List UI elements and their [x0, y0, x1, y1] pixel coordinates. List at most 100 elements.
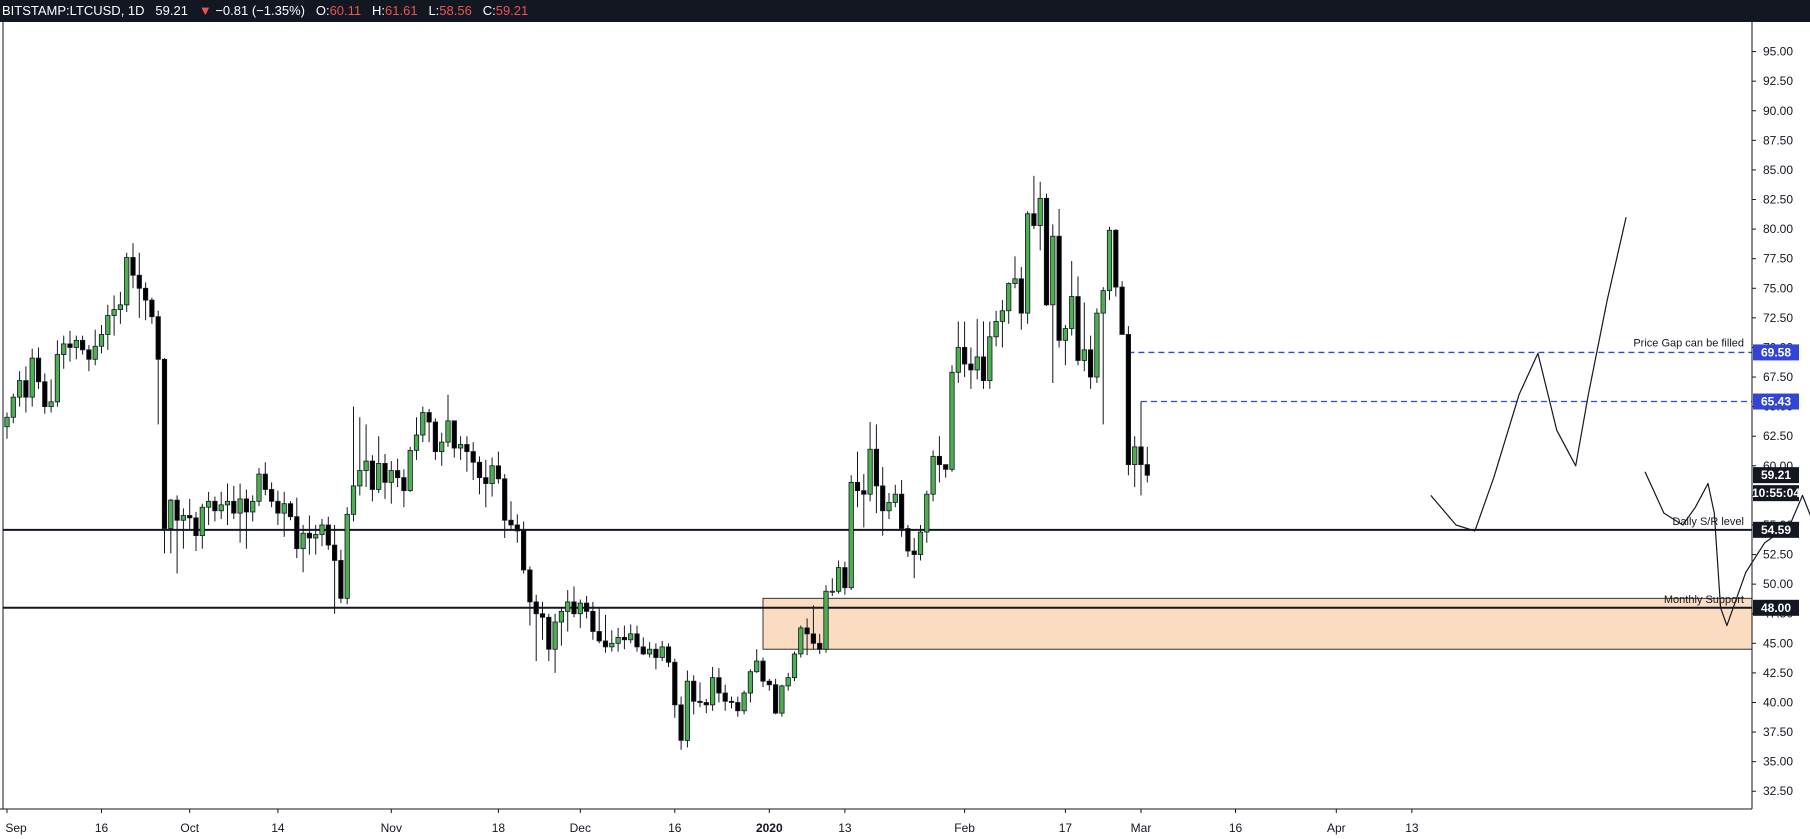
candle [98, 324, 105, 354]
candle-body [987, 336, 993, 381]
y-tick-label: 87.50 [1763, 133, 1793, 147]
candle-body [319, 524, 325, 535]
candle [142, 282, 149, 321]
candle [212, 496, 218, 522]
candle [968, 347, 974, 389]
last-price-tag-text: 59.21 [1761, 468, 1791, 482]
y-tick-label: 50.00 [1763, 577, 1793, 591]
x-tick-label: Nov [381, 821, 402, 835]
countdown-tag-text: 10:55:04 [1752, 486, 1800, 500]
candle-body [357, 470, 363, 487]
candle [1144, 446, 1150, 483]
candle [1037, 181, 1043, 251]
close-value: 59.21 [495, 3, 529, 18]
candle [1075, 276, 1081, 366]
candle-body [949, 371, 955, 470]
candle-body [382, 463, 388, 483]
candle [338, 549, 344, 604]
candle-body [1050, 235, 1056, 306]
x-tick-label: 14 [271, 821, 285, 835]
candle [313, 524, 319, 555]
candle [350, 406, 357, 522]
candle [1062, 324, 1068, 366]
candle-body [684, 680, 691, 741]
candle-body [502, 478, 508, 521]
candle-body [703, 702, 709, 706]
candle [508, 501, 514, 531]
candle-body [86, 349, 92, 360]
symbol-label[interactable]: BITSTAMP:LTCUSD, 1D [2, 3, 145, 18]
candle [678, 696, 684, 750]
candle-body [602, 640, 609, 648]
candle [23, 366, 29, 413]
candle [634, 625, 640, 652]
candle [376, 436, 382, 494]
axis-layer: 95.00 92.50 90.00 87.50 85.00 82.50 80.00 77.50… [0, 22, 1793, 835]
candle [168, 498, 174, 554]
candle-body [149, 299, 155, 318]
candle [224, 483, 231, 525]
projection-layer [1430, 217, 1810, 627]
candle [829, 578, 835, 596]
candle-body [880, 485, 886, 512]
candle [470, 442, 476, 480]
gap-price-tag: 69.58 [1753, 344, 1799, 361]
candle [275, 490, 281, 525]
candle [590, 601, 596, 640]
candle [924, 490, 930, 543]
y-tick-label: 35.00 [1763, 755, 1793, 769]
candle [741, 690, 747, 715]
candle-body [212, 500, 218, 512]
candle [476, 456, 483, 495]
candle [848, 475, 854, 591]
candle-body [4, 416, 10, 428]
candle [4, 412, 10, 439]
candle [747, 669, 754, 703]
candle [388, 461, 394, 504]
candle [647, 642, 653, 658]
candle-body [521, 530, 527, 571]
candle-body [590, 610, 596, 632]
candle-layer [4, 175, 1150, 750]
candle-body [155, 316, 161, 360]
candle [67, 330, 73, 362]
candle-body [760, 660, 766, 682]
open-label: O: [315, 3, 330, 18]
candle [514, 514, 520, 543]
candle-body [73, 339, 79, 348]
candle-body [432, 421, 439, 452]
candle-body [281, 503, 287, 514]
candle-body [470, 451, 476, 463]
candle-body [558, 610, 565, 623]
candle-body [168, 499, 174, 529]
candle [1106, 226, 1113, 301]
candle-body [892, 493, 898, 503]
candle-body [331, 544, 338, 561]
candle-body [943, 464, 949, 470]
candle-body [111, 309, 117, 316]
candle-body [426, 412, 432, 423]
candle [911, 537, 917, 579]
candle [999, 300, 1006, 348]
candle-body [180, 515, 186, 521]
candle-body [716, 677, 722, 694]
candle-body [187, 515, 193, 519]
y-tick-label: 90.00 [1763, 104, 1793, 118]
gap-label: Price Gap can be filled [1633, 337, 1744, 349]
candle-body [29, 357, 35, 398]
candle [949, 365, 955, 472]
candle [691, 675, 697, 715]
candle-body [577, 602, 583, 615]
candle [42, 373, 48, 414]
candle-body [54, 354, 61, 403]
y-tick-label: 42.50 [1763, 666, 1793, 680]
x-tick-label: 2020 [756, 821, 783, 835]
high-label: H: [372, 3, 386, 18]
y-tick-label: 67.50 [1763, 370, 1793, 384]
candle-body [1094, 312, 1100, 378]
candle [1100, 287, 1106, 425]
candle-body [174, 499, 180, 521]
candle [817, 633, 823, 654]
candle [609, 630, 615, 652]
